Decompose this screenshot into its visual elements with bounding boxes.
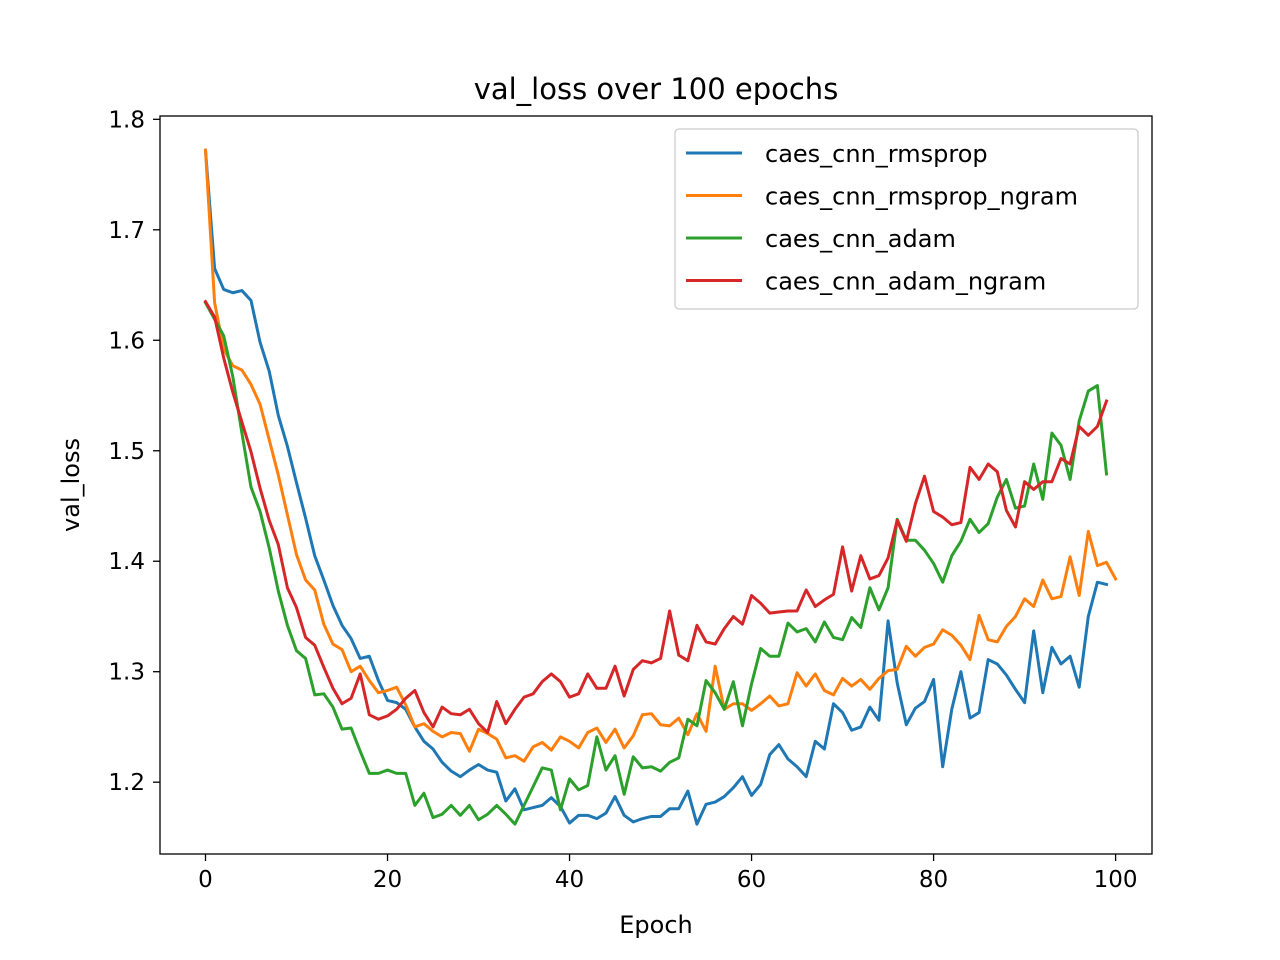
legend-label-caes-cnn-adam-ngram: caes_cnn_adam_ngram bbox=[765, 268, 1046, 296]
y-tick-label: 1.2 bbox=[108, 770, 145, 796]
series-line-caes-cnn-adam bbox=[203, 300, 1109, 826]
legend-label-caes-cnn-rmsprop-ngram: caes_cnn_rmsprop_ngram bbox=[765, 183, 1078, 211]
y-tick-label: 1.5 bbox=[108, 439, 145, 465]
series-line-caes-cnn-adam-ngram bbox=[203, 299, 1109, 734]
y-tick-label: 1.6 bbox=[108, 328, 145, 354]
y-tick-label: 1.7 bbox=[108, 218, 145, 244]
plot-lines bbox=[203, 148, 1118, 826]
x-tick-label: 100 bbox=[1094, 867, 1138, 893]
legend-box bbox=[674, 128, 1139, 310]
y-tick-label: 1.3 bbox=[108, 660, 145, 686]
x-tick-label: 60 bbox=[737, 867, 766, 893]
series-line-caes-cnn-rmsprop bbox=[203, 148, 1109, 826]
y-axis-label: val_loss bbox=[57, 438, 85, 532]
legend-label-caes-cnn-adam: caes_cnn_adam bbox=[765, 225, 956, 253]
series-line-caes-cnn-rmsprop-ngram bbox=[203, 148, 1118, 763]
y-axis: 1.2 1.3 1.4 1.5 1.6 1.7 1.8 bbox=[108, 107, 160, 796]
y-tick-label: 1.4 bbox=[108, 549, 145, 575]
plot-frame bbox=[159, 115, 1153, 855]
legend-label-caes-cnn-rmsprop: caes_cnn_rmsprop bbox=[765, 140, 988, 168]
x-tick-label: 20 bbox=[373, 867, 402, 893]
x-axis: 0 20 40 60 80 100 bbox=[198, 854, 1138, 893]
legend: caes_cnn_rmsprop caes_cnn_rmsprop_ngramca… bbox=[674, 128, 1139, 310]
chart-title: val_loss over 100 epochs bbox=[474, 72, 839, 106]
x-axis-label: Epoch bbox=[619, 911, 693, 939]
x-tick-label: 0 bbox=[198, 867, 213, 893]
y-tick-label: 1.8 bbox=[108, 107, 145, 133]
x-tick-label: 40 bbox=[555, 867, 584, 893]
x-tick-label: 80 bbox=[919, 867, 948, 893]
